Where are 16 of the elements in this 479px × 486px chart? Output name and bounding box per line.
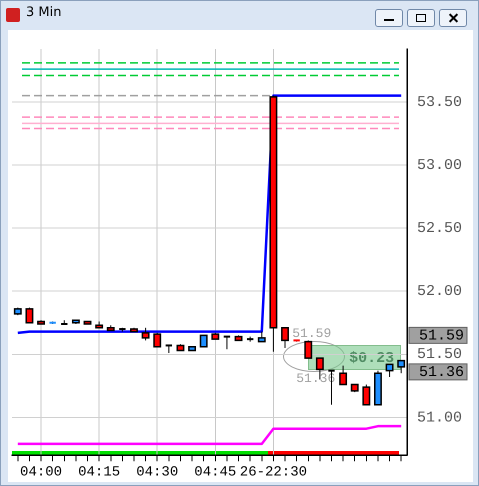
- candlestick: [224, 336, 230, 350]
- y-tick-label: 51.50: [417, 346, 462, 364]
- x-tick-label: 04:30: [136, 464, 178, 480]
- x-tick-label: 04:00: [20, 464, 62, 480]
- y-tick-label: 51.00: [417, 409, 462, 426]
- x-tick-label: 04:45: [194, 464, 236, 480]
- y-tick-label: 52.50: [417, 220, 462, 238]
- y-tick-label: 53.50: [417, 94, 462, 111]
- text: 51.59: [418, 327, 464, 344]
- price-label: 51.59: [292, 326, 332, 341]
- y-tick-label: 53.00: [417, 157, 462, 174]
- x-tick-label: 04:15: [78, 464, 120, 480]
- x-tick-label: 26-22:30: [240, 464, 308, 480]
- chart-title: 3 Min: [26, 5, 62, 20]
- text: 51.36: [418, 364, 464, 381]
- y-tick-label: 52.00: [417, 283, 462, 300]
